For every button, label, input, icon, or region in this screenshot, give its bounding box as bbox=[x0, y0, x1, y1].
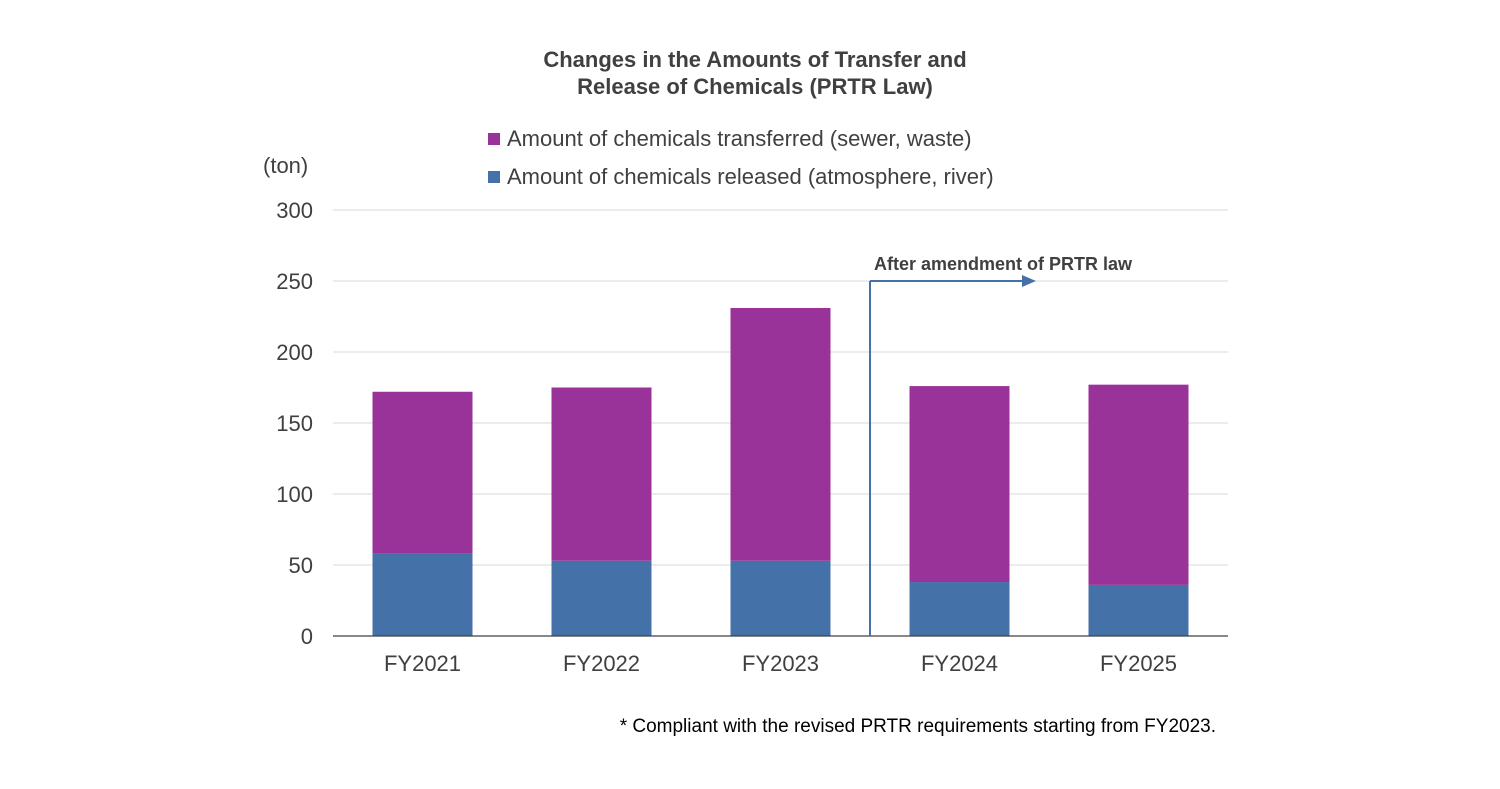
y-tick-label-0: 0 bbox=[301, 624, 313, 649]
legend-item-released: Amount of chemicals released (atmosphere… bbox=[488, 158, 994, 196]
y-tick-label-300: 300 bbox=[276, 198, 313, 223]
bar-fy2022-released bbox=[551, 560, 652, 636]
x-tick-label-fy2023: FY2023 bbox=[742, 651, 819, 676]
y-tick-label-100: 100 bbox=[276, 482, 313, 507]
legend-swatch-transferred bbox=[488, 133, 500, 145]
x-tick-label-fy2024: FY2024 bbox=[921, 651, 998, 676]
chart-title: Changes in the Amounts of Transfer and R… bbox=[455, 46, 1055, 100]
bar-fy2025-released bbox=[1088, 584, 1189, 636]
y-tick-label-50: 50 bbox=[289, 553, 313, 578]
bar-fy2025-transferred bbox=[1088, 384, 1189, 585]
y-axis-unit-label: (ton) bbox=[263, 153, 309, 178]
bar-fy2022-transferred bbox=[551, 387, 652, 561]
x-tick-label-fy2025: FY2025 bbox=[1100, 651, 1177, 676]
annotation-arrow-head bbox=[1022, 275, 1036, 287]
bar-fy2023-released bbox=[730, 560, 831, 636]
chart-title-line-2: Release of Chemicals (PRTR Law) bbox=[577, 74, 933, 99]
bar-fy2021-released bbox=[372, 553, 473, 636]
legend-label-released: Amount of chemicals released (atmosphere… bbox=[507, 164, 994, 189]
x-tick-label-fy2022: FY2022 bbox=[563, 651, 640, 676]
chart-legend: Amount of chemicals transferred (sewer, … bbox=[488, 120, 994, 196]
bar-fy2024-transferred bbox=[909, 386, 1010, 583]
legend-swatch-released bbox=[488, 171, 500, 183]
y-tick-label-200: 200 bbox=[276, 340, 313, 365]
x-tick-label-fy2021: FY2021 bbox=[384, 651, 461, 676]
chart-title-line-1: Changes in the Amounts of Transfer and bbox=[543, 47, 967, 72]
footnote: * Compliant with the revised PRTR requir… bbox=[619, 716, 1216, 737]
y-tick-label-250: 250 bbox=[276, 269, 313, 294]
legend-item-transferred: Amount of chemicals transferred (sewer, … bbox=[488, 120, 994, 158]
bar-fy2024-released bbox=[909, 582, 1010, 636]
bar-fy2023-transferred bbox=[730, 307, 831, 561]
annotation-label: After amendment of PRTR law bbox=[874, 254, 1133, 274]
bar-fy2021-transferred bbox=[372, 391, 473, 554]
legend-label-transferred: Amount of chemicals transferred (sewer, … bbox=[507, 126, 972, 151]
y-tick-label-150: 150 bbox=[276, 411, 313, 436]
